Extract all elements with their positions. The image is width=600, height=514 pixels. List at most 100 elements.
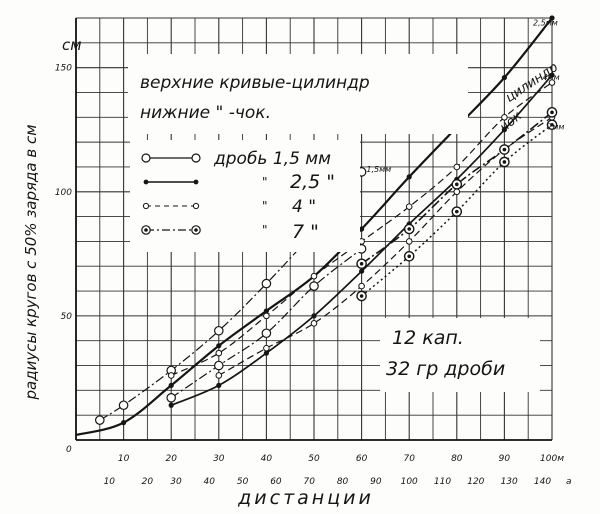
annotation-header-line-2: нижние " -чок. — [140, 103, 271, 123]
data-point-s1-10 — [501, 74, 507, 81]
data-point-s3-1 — [95, 415, 105, 425]
legend-marker-4b-core — [194, 228, 198, 232]
legend-label-2: 2,5 " — [290, 171, 335, 193]
x-tick-label-top: 90 — [499, 454, 511, 464]
x-tick-label-top: 10 — [118, 454, 130, 464]
x-tick-label-top: 70 — [403, 454, 415, 464]
data-point-s1-5 — [263, 308, 269, 314]
data-point-s1-3 — [168, 382, 174, 388]
data-point-s5-9 — [548, 79, 556, 86]
annotation-box-bg — [380, 318, 540, 392]
data-point-s6-1 — [215, 372, 223, 379]
y-tick-label: 100 — [55, 188, 72, 198]
annotation-box-line-1: 12 кап. — [392, 327, 464, 349]
data-point-s7-4-core — [502, 147, 507, 152]
y-tick-label: 150 — [55, 64, 72, 74]
curve-label-3: 2,5мм — [533, 18, 558, 27]
legend-item-1: дробь 1,5 мм — [141, 149, 331, 169]
data-point-s3-2 — [118, 400, 129, 411]
data-point-s7-3-core — [455, 182, 459, 187]
x-unit-bottom: а — [566, 477, 572, 487]
data-point-s7-5-core — [550, 110, 554, 115]
axes-layer: 50 100 150 10 20 30 40 50 60 70 80 90 100м 10 20 30 40 50… — [55, 18, 572, 487]
x-tick-label-top: 30 — [213, 454, 225, 464]
legend-item-3: " 4 " — [142, 197, 316, 217]
data-point-s5-3 — [263, 312, 270, 320]
data-point-s8-5-core — [550, 122, 554, 127]
x-tick-label-bottom: 30 — [170, 477, 182, 487]
x-tick-label-bottom: 10 — [104, 477, 116, 487]
legend-label-3: 4 " — [292, 197, 316, 217]
legend-marker-3 — [142, 202, 150, 210]
legend-label-1: дробь 1,5 мм — [213, 149, 331, 169]
legend-item-4: " 7 " — [141, 221, 319, 243]
legend-marker-3b — [192, 202, 200, 210]
annotation-header: верхние кривые-цилиндр нижние " -чок. — [128, 54, 468, 134]
legend-prefix-4: " — [262, 223, 268, 237]
data-point-s1-4 — [216, 343, 222, 349]
legend-marker-4-core — [144, 228, 148, 232]
data-point-s6-5 — [405, 238, 413, 245]
data-point-s5-4 — [310, 272, 318, 280]
series-line-7 — [361, 111, 553, 265]
x-tick-label-top: 60 — [356, 454, 368, 464]
data-point-s2-5 — [359, 268, 365, 274]
data-point-s2-3 — [263, 350, 269, 356]
data-point-s1-8 — [406, 174, 412, 180]
annotation-box-line-2: 32 гр дроби — [386, 358, 505, 380]
legend-marker-1b — [191, 153, 201, 163]
x-tick-label-top: 80 — [451, 454, 463, 464]
data-point-s1-7 — [359, 226, 365, 232]
annotation-header-bg — [128, 54, 468, 134]
x-tick-label-bottom: 80 — [337, 477, 349, 487]
data-point-s2-2 — [216, 382, 222, 388]
x-tick-label-bottom: 20 — [142, 477, 154, 487]
legend: дробь 1,5 мм " 2,5 " " 4 " — [130, 140, 360, 252]
data-point-s6-3 — [310, 320, 318, 327]
data-point-s6-6 — [453, 188, 461, 196]
x-tick-label-bottom: 100 — [401, 477, 418, 487]
data-point-s8-1-core — [359, 294, 364, 298]
data-point-s5-8 — [501, 113, 508, 121]
series-line-2 — [170, 74, 553, 406]
legend-marker-2b — [193, 179, 199, 185]
data-point-s8-2-core — [407, 254, 412, 259]
x-tick-label-top: 20 — [165, 454, 177, 464]
data-point-s2-9 — [549, 72, 555, 78]
origin-label: 0 — [66, 445, 72, 455]
x-axis-label: дистанции — [237, 487, 374, 509]
x-tick-label-bottom: 130 — [501, 477, 518, 487]
data-point-s5-6 — [405, 203, 413, 210]
curve-label-4: 4мм — [542, 73, 559, 82]
data-point-s8-4-core — [502, 160, 507, 164]
legend-prefix-3: " — [262, 199, 268, 213]
x-tick-label-top: 40 — [261, 454, 273, 464]
data-point-s2-1 — [168, 402, 174, 408]
x-tick-label-bottom: 70 — [304, 477, 316, 487]
y-tick-label: 50 — [61, 312, 73, 322]
curve-label-2: чок — [497, 109, 525, 136]
data-point-s5-7 — [453, 163, 461, 171]
data-point-s1-11 — [549, 15, 555, 21]
x-tick-label-bottom: 50 — [237, 477, 249, 487]
data-point-s3-4 — [214, 325, 224, 336]
x-tick-label-bottom: 140 — [534, 477, 551, 487]
legend-label-4: 7 " — [292, 221, 319, 243]
data-point-s5-1 — [167, 372, 175, 379]
annotation-box: 12 кап. 32 гр дроби — [380, 318, 540, 392]
x-tick-label-bottom: 60 — [270, 477, 282, 487]
data-point-s7-1-core — [359, 261, 364, 266]
series-line-1 — [75, 17, 553, 437]
data-point-s6-4 — [358, 282, 365, 290]
data-point-s1-2 — [121, 420, 127, 426]
data-point-s4-4 — [309, 281, 319, 291]
x-tick-label-top: 100м — [540, 454, 564, 464]
y-axis-label: радиусы кругов с 50% заряда в см — [22, 124, 40, 400]
data-point-s8-3-core — [455, 209, 459, 214]
data-point-s5-2 — [215, 349, 223, 357]
data-point-s4-3 — [261, 328, 272, 339]
data-point-s7-2-core — [407, 227, 412, 231]
legend-marker-2 — [143, 179, 149, 185]
